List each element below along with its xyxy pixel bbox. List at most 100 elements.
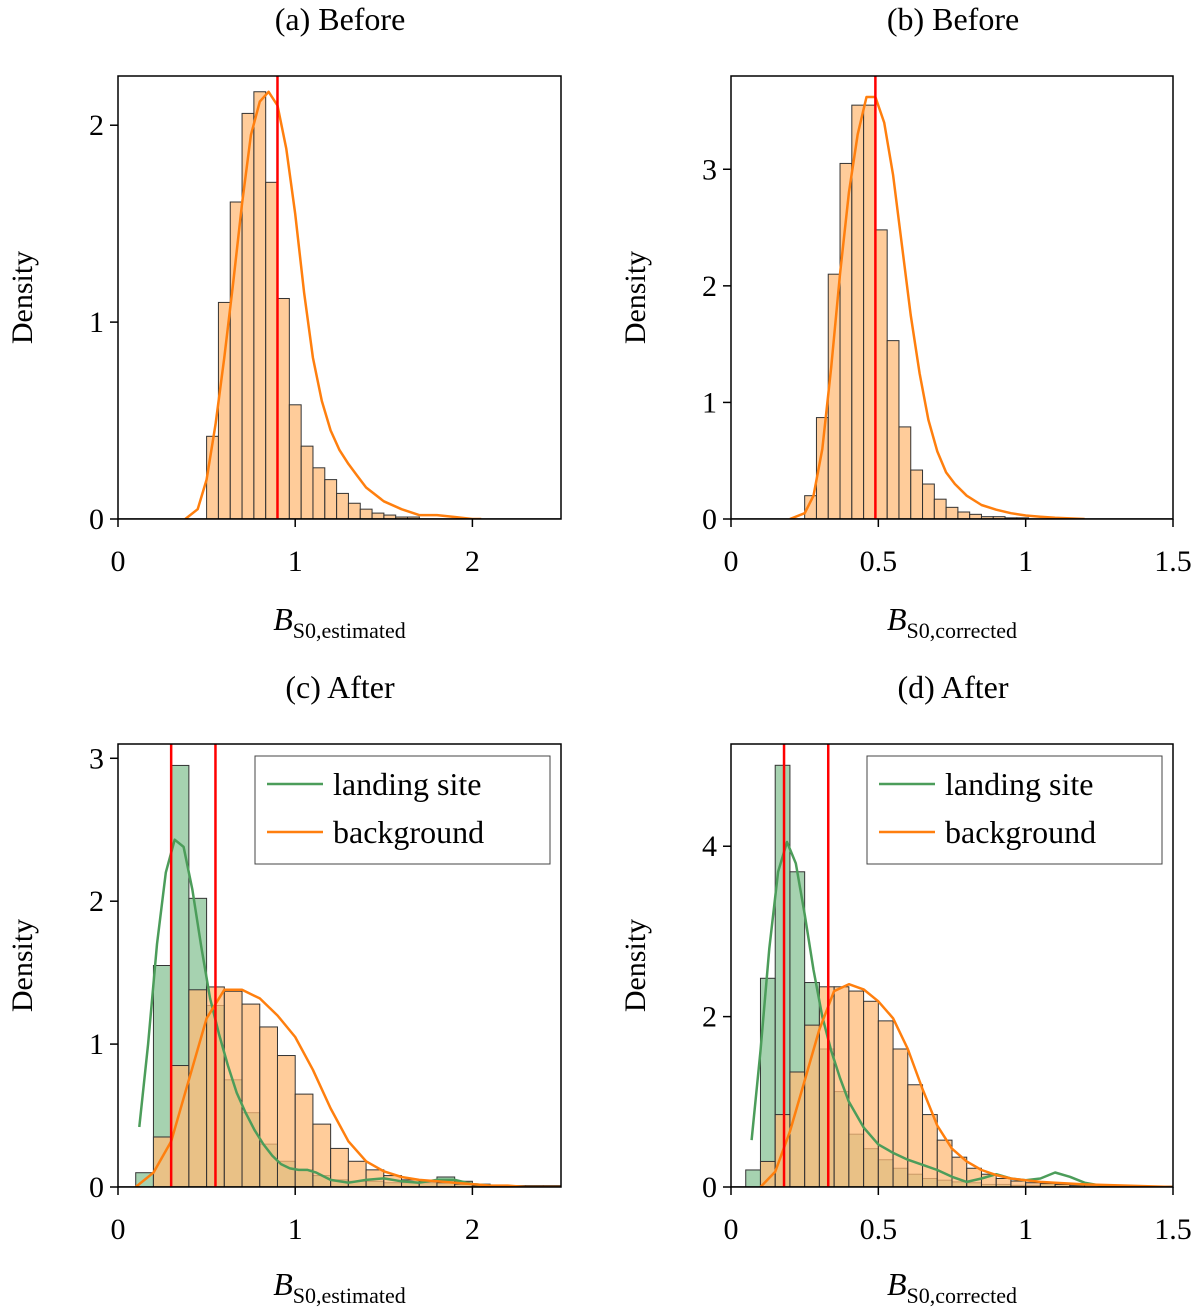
histogram-bar-background xyxy=(407,516,420,519)
x-tick-label: 0 xyxy=(111,545,126,578)
x-tick-label: 0 xyxy=(724,545,739,578)
kde-curve-background xyxy=(759,982,1173,1187)
histogram-bar-background xyxy=(259,1026,278,1187)
histogram-bar-background xyxy=(957,511,971,519)
y-tick-label: 2 xyxy=(702,270,717,303)
x-tick-label: 2 xyxy=(465,545,480,578)
x-axis-label-main: B xyxy=(887,1266,907,1302)
y-tick-label: 0 xyxy=(702,503,717,536)
x-tick-label: 0 xyxy=(111,1213,126,1246)
x-tick-label: 1.5 xyxy=(1154,1213,1192,1246)
legend: landing site background xyxy=(254,755,551,865)
legend-label: background xyxy=(333,814,484,850)
histogram-bar-background xyxy=(253,91,267,519)
histogram-bar-background xyxy=(827,273,841,519)
panel-b: (b) Before 0 0.5 1 1.5 0 1 2 3 Density BS0,correc… xyxy=(619,1,1192,643)
histogram-bar-background xyxy=(223,990,243,1187)
y-axis-label: Density xyxy=(619,251,652,344)
legend-box xyxy=(254,755,551,865)
y-axis-label: Density xyxy=(619,919,652,1012)
plot-content xyxy=(731,76,1173,519)
histogram-bar-background xyxy=(874,229,888,519)
x-axis-label: BS0,estimated xyxy=(273,1266,406,1308)
x-axis-label-main: B xyxy=(273,1266,293,1302)
histogram-bar-background xyxy=(951,1156,968,1187)
y-tick-label: 2 xyxy=(89,109,104,142)
plot-frame xyxy=(730,743,1174,1188)
histogram-bar-background xyxy=(294,1093,314,1187)
histogram-bar-background xyxy=(848,990,865,1187)
plot-content xyxy=(731,744,1173,1187)
kde-curve-background xyxy=(134,988,561,1187)
y-tick-label: 0 xyxy=(702,1171,717,1204)
x-axis-label: BS0,estimated xyxy=(273,601,406,643)
panel-a-title: (a) Before xyxy=(275,1,406,37)
histogram-bar-background xyxy=(886,340,900,519)
y-tick-label: 3 xyxy=(702,153,717,186)
histogram-bar-background xyxy=(312,467,326,519)
legend-label: landing site xyxy=(333,766,481,802)
kde-curve-landing-site xyxy=(750,840,1115,1187)
legend-box xyxy=(866,755,1163,865)
histogram-bar-background xyxy=(995,1177,1012,1187)
y-tick-label: 0 xyxy=(89,503,104,536)
legend-label: background xyxy=(945,814,1096,850)
histogram-bar-landing-site xyxy=(745,1169,761,1187)
plot-area xyxy=(118,76,561,519)
x-axis-label: BS0,corrected xyxy=(887,1266,1017,1308)
x-axis-label-subscript: S0,corrected xyxy=(906,1283,1017,1308)
x-axis-label-subscript: S0,estimated xyxy=(293,618,406,643)
histogram-bar-background xyxy=(300,445,314,519)
x-tick-label: 0.5 xyxy=(860,1213,898,1246)
x-axis-label-main: B xyxy=(887,601,907,637)
histogram-bar-background xyxy=(863,1000,879,1187)
x-tick-label: 1 xyxy=(288,1213,303,1246)
kde-curve-background xyxy=(789,95,1085,519)
panel-d: (d) After 0 0.5 1 1.5 0 2 4 Density BS0,correcte… xyxy=(619,669,1192,1308)
histogram-bar-landing-site xyxy=(759,977,776,1187)
panel-c-title: (c) After xyxy=(285,669,395,705)
histogram-bar-background xyxy=(170,1065,190,1187)
panel-c: (c) After 0 1 2 0 1 2 3 Density BS0,estimated lan… xyxy=(6,669,562,1308)
legend: landing site background xyxy=(866,755,1163,865)
y-tick-label: 2 xyxy=(702,1001,717,1034)
panel-b-title: (b) Before xyxy=(887,1,1019,37)
histogram-bar-background xyxy=(241,112,255,519)
x-axis-label-main: B xyxy=(273,601,293,637)
histogram-bar-background xyxy=(1010,1180,1027,1187)
x-tick-label: 0.5 xyxy=(860,545,898,578)
histogram-bar-background xyxy=(833,986,850,1187)
x-tick-label: 1 xyxy=(1018,545,1033,578)
histogram-bar-background xyxy=(217,301,231,519)
histogram-bar-background xyxy=(188,989,208,1187)
y-axis-label: Density xyxy=(6,919,39,1012)
histogram-bar-background xyxy=(324,479,338,519)
x-tick-label: 1.5 xyxy=(1154,545,1192,578)
y-axis-label: Density xyxy=(6,251,39,344)
histogram-bar-background xyxy=(288,404,302,519)
plot-frame xyxy=(730,75,1174,520)
x-axis-label-subscript: S0,corrected xyxy=(906,618,1017,643)
histogram-bar-background xyxy=(892,1048,909,1187)
histogram-bar-background xyxy=(265,181,279,519)
y-tick-label: 4 xyxy=(702,830,717,863)
histogram-bar-background xyxy=(910,469,924,519)
histogram-bar-background xyxy=(898,426,912,519)
histogram-bar-background xyxy=(336,492,349,519)
x-axis-label-subscript: S0,estimated xyxy=(293,1283,406,1308)
histogram-bar-background xyxy=(804,1024,820,1187)
plot-area xyxy=(731,76,1173,519)
x-tick-label: 1 xyxy=(1018,1213,1033,1246)
histogram-bar-background xyxy=(922,483,935,519)
y-tick-label: 3 xyxy=(89,742,104,775)
histogram-bar-background xyxy=(933,498,947,519)
x-axis-label: BS0,corrected xyxy=(887,601,1017,643)
histogram-bar-background xyxy=(863,104,876,519)
histogram-bar-background xyxy=(945,506,959,519)
histogram-bar-background xyxy=(347,502,361,519)
histogram-bar-background xyxy=(877,1020,894,1187)
x-tick-label: 1 xyxy=(288,545,303,578)
y-tick-label: 1 xyxy=(89,1028,104,1061)
histogram-bar-background xyxy=(241,1003,261,1187)
